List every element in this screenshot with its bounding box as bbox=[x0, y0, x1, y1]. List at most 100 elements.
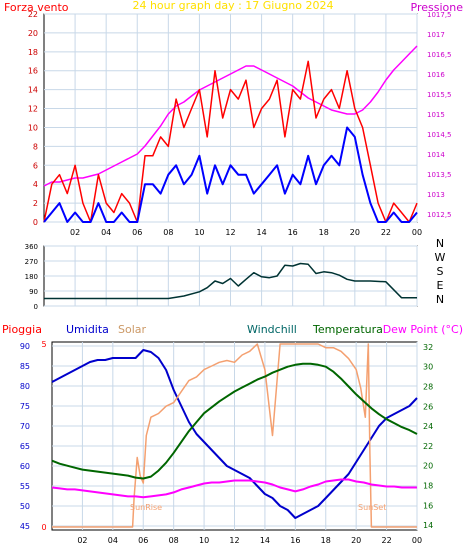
wind-speed-tick-labels: 0 2 4 6 8 10 12 14 16 18 20 22 bbox=[28, 10, 38, 227]
humidity-tick: 50 bbox=[20, 502, 30, 511]
humidity-tick: 80 bbox=[20, 382, 30, 391]
legend-solar: Solar bbox=[118, 323, 147, 336]
temperature-tick: 14 bbox=[423, 521, 433, 530]
compass-label: N bbox=[436, 237, 444, 250]
wind-speed-tick: 4 bbox=[33, 180, 38, 189]
legend-pioggia: Pioggia bbox=[2, 323, 42, 336]
wind-direction-line bbox=[44, 262, 417, 300]
temperature-humidity-lines bbox=[51, 343, 418, 528]
temperature-tick: 24 bbox=[423, 422, 433, 431]
wind-direction-grid bbox=[44, 245, 418, 307]
x-tick-label: 22 bbox=[381, 228, 391, 237]
pressure-tick: 1013,5 bbox=[427, 171, 452, 179]
x-tick-label: 00 bbox=[412, 228, 422, 237]
x-tick-label: 00 bbox=[412, 536, 422, 545]
pressure-tick: 1017,5 bbox=[427, 11, 452, 19]
x-tick-label: 16 bbox=[290, 536, 300, 545]
temperature-humidity-grid bbox=[52, 342, 418, 530]
dew-point-line bbox=[51, 478, 417, 499]
pressure-tick: 1017 bbox=[427, 31, 445, 39]
wind-direction-tick-labels: 0 90 180 270 360 bbox=[25, 243, 38, 311]
compass-label: S bbox=[437, 265, 444, 278]
legend-umidita: Umidita bbox=[66, 323, 109, 336]
wind-speed-tick: 8 bbox=[33, 142, 38, 151]
solar-tick-labels: 05 bbox=[41, 340, 46, 532]
temperature-tick: 22 bbox=[423, 442, 433, 451]
humidity-tick: 45 bbox=[20, 522, 30, 531]
solar-line bbox=[52, 343, 417, 528]
temperature-tick: 20 bbox=[423, 462, 433, 471]
wind-pressure-lines bbox=[43, 45, 418, 223]
humidity-tick-labels: 45 50 55 60 65 70 75 80 85 90 bbox=[20, 342, 30, 531]
wind-speed-tick: 16 bbox=[28, 67, 38, 76]
compass-label: E bbox=[437, 279, 444, 292]
humidity-tick: 60 bbox=[20, 462, 30, 471]
x-tick-label: 18 bbox=[319, 228, 329, 237]
wind-speed-tick: 18 bbox=[28, 48, 38, 57]
wind-direction-tick: 0 bbox=[34, 303, 38, 311]
temperature-tick: 26 bbox=[423, 402, 433, 411]
compass-label: W bbox=[435, 251, 446, 264]
legend-dew-point: Dew Point (°C) bbox=[383, 323, 463, 336]
wind-direction-tick: 180 bbox=[25, 273, 38, 281]
pressure-axis-label: Pressione bbox=[411, 1, 464, 14]
temperature-tick: 18 bbox=[423, 481, 433, 490]
wind-speed-tick: 20 bbox=[28, 29, 38, 38]
temperature-humidity-x-tick-labels: 02 04 06 08 10 12 14 16 18 20 22 00 bbox=[77, 536, 422, 545]
wind-speed-tick: 14 bbox=[28, 86, 38, 95]
wind-speed-tick: 6 bbox=[33, 161, 38, 170]
x-tick-label: 04 bbox=[108, 536, 118, 545]
temperature-tick: 32 bbox=[423, 343, 433, 352]
wind-pressure-x-tick-labels: 02 04 06 08 10 12 14 16 18 20 22 00 bbox=[70, 228, 422, 237]
x-tick-label: 12 bbox=[229, 536, 239, 545]
pressure-tick: 1016 bbox=[427, 71, 445, 79]
wind-direction-tick: 90 bbox=[29, 288, 38, 296]
wind-gust-line bbox=[43, 60, 418, 223]
x-tick-label: 22 bbox=[381, 536, 391, 545]
wind-speed-tick: 2 bbox=[33, 199, 38, 208]
pressure-tick-labels: 1012,5 1013 1013,5 1014 1014,5 1015 1015,5 1016… bbox=[427, 11, 452, 219]
x-tick-label: 20 bbox=[351, 536, 361, 545]
wind-direction-tick: 270 bbox=[25, 258, 38, 266]
humidity-line bbox=[51, 349, 418, 519]
wind-direction-tick: 360 bbox=[25, 243, 38, 251]
temperature-tick: 16 bbox=[423, 501, 433, 510]
x-tick-label: 16 bbox=[288, 228, 298, 237]
sunset-label: SunSet bbox=[358, 503, 386, 512]
humidity-tick: 85 bbox=[20, 362, 30, 371]
temperature-tick: 30 bbox=[423, 363, 433, 372]
compass-label: N bbox=[436, 293, 444, 306]
pressure-tick: 1014,5 bbox=[427, 131, 452, 139]
wind-speed-tick: 0 bbox=[33, 218, 38, 227]
pressure-tick: 1014 bbox=[427, 151, 445, 159]
humidity-tick: 65 bbox=[20, 442, 30, 451]
wind-direction-lines bbox=[44, 262, 417, 300]
pressure-tick: 1015 bbox=[427, 111, 445, 119]
x-tick-label: 14 bbox=[256, 228, 266, 237]
chart-title: 24 hour graph day : 17 Giugno 2024 bbox=[132, 0, 333, 12]
x-tick-label: 18 bbox=[321, 536, 331, 545]
x-tick-label: 02 bbox=[70, 228, 80, 237]
humidity-tick: 90 bbox=[20, 342, 30, 351]
humidity-tick: 75 bbox=[20, 402, 30, 411]
solar-tick: 0 bbox=[41, 523, 46, 532]
legend-temperatura: Temperatura bbox=[312, 323, 383, 336]
temperature-tick-labels: 14 16 18 20 22 24 26 28 30 32 bbox=[423, 343, 433, 530]
wind-speed-tick: 10 bbox=[28, 123, 38, 132]
x-tick-label: 14 bbox=[260, 536, 270, 545]
x-tick-label: 10 bbox=[194, 228, 204, 237]
x-tick-label: 08 bbox=[163, 228, 173, 237]
wind-speed-tick: 22 bbox=[28, 10, 38, 19]
pressure-tick: 1012,5 bbox=[427, 211, 452, 219]
x-tick-label: 06 bbox=[132, 228, 142, 237]
pressure-line bbox=[43, 45, 418, 187]
x-tick-label: 12 bbox=[225, 228, 235, 237]
x-tick-label: 10 bbox=[199, 536, 209, 545]
x-tick-label: 20 bbox=[350, 228, 360, 237]
humidity-tick: 70 bbox=[20, 422, 30, 431]
